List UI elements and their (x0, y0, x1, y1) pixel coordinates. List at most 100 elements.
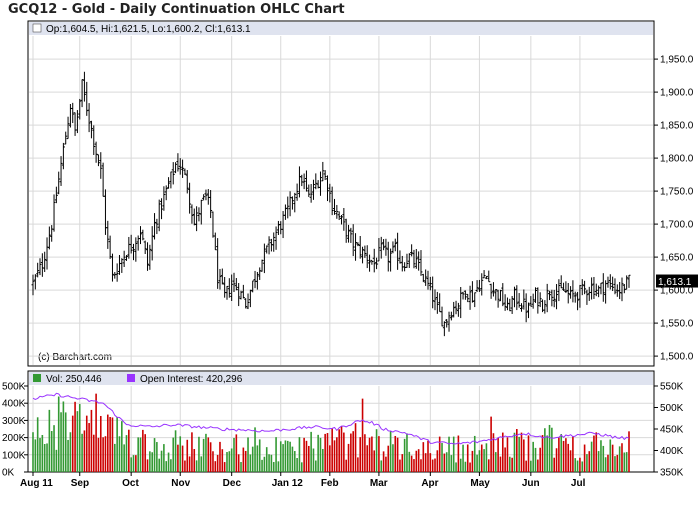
ohlc-bar (496, 289, 500, 308)
ohlc-bar (370, 259, 374, 265)
volume-bar (167, 452, 170, 472)
ohlc-bar (363, 245, 367, 258)
ohlc-bar (150, 226, 154, 261)
volume-bar (226, 452, 228, 472)
volume-bar (509, 456, 511, 472)
x-tick-label: Jul (571, 478, 586, 489)
ohlc-bar (393, 238, 397, 252)
volume-bar (247, 437, 249, 472)
volume-bar (478, 450, 481, 472)
ohlc-bar (510, 295, 514, 314)
volume-bar (39, 438, 41, 472)
volume-bar (272, 462, 275, 472)
volume-bar (494, 452, 497, 472)
ohlc-bar (473, 292, 477, 308)
volume-bar (562, 440, 565, 472)
volume-bar (55, 449, 58, 472)
volume-bar (237, 454, 240, 472)
volume-bar (520, 432, 523, 472)
ohlc-bar (585, 289, 589, 305)
volume-bar (499, 456, 502, 472)
ohlc-bar (227, 278, 231, 298)
volume-bar (504, 447, 506, 472)
volume-bar (616, 454, 619, 472)
ohlc-bar (515, 285, 519, 311)
volume-bar (333, 440, 336, 472)
ohlc-bar (482, 270, 486, 279)
volume-bar (319, 437, 322, 472)
ohlc-bar (431, 276, 435, 309)
volume-bar (434, 458, 436, 472)
volume-bar (466, 444, 469, 472)
volume-bar (85, 415, 88, 472)
volume-bar (193, 449, 196, 472)
volume-bar (244, 450, 247, 472)
volume-bar (191, 432, 193, 472)
ohlc-bar (311, 179, 315, 200)
volume-bar (235, 434, 238, 472)
volume-bar (621, 443, 623, 472)
volume-bar (60, 412, 62, 472)
volume-bar (160, 450, 163, 472)
ohlc-bar (325, 175, 329, 202)
ohlc-bar (318, 171, 322, 196)
volume-bar (602, 445, 605, 472)
volume-bar (179, 436, 182, 472)
ohlc-bar (59, 156, 63, 186)
volume-bar (102, 437, 104, 472)
ohlc-bar (199, 199, 203, 225)
volume-bar (132, 455, 135, 472)
volume-bar (256, 445, 259, 472)
ohlc-bar (594, 283, 598, 297)
volume-bar (392, 444, 394, 472)
ohlc-bar (354, 233, 358, 261)
volume-bar (221, 449, 224, 472)
volume-bar (64, 412, 67, 472)
ohlc-bar (351, 224, 355, 257)
volume-bar (555, 448, 558, 472)
ohlc-bar (421, 273, 425, 283)
ohlc-bar (96, 154, 100, 167)
volume-bar (205, 433, 207, 472)
ohlc-bar (176, 153, 180, 172)
volume-bar (76, 411, 79, 472)
volume-bar (595, 432, 598, 472)
volume-bar (137, 437, 139, 472)
volume-bar (553, 457, 556, 472)
volume-bar (32, 432, 34, 472)
ohlc-bar (195, 206, 199, 232)
ohlc-bar (590, 277, 594, 300)
price-header-band (29, 22, 653, 35)
ohlc-bar (314, 173, 318, 190)
volume-bar (74, 401, 76, 472)
volume-bar (268, 454, 270, 472)
ohlc-bar (405, 253, 409, 268)
ohlc-bar (361, 246, 365, 264)
ohlc-bar (33, 274, 37, 290)
volume-bar (597, 451, 600, 472)
ohlc-bar (64, 131, 68, 145)
x-tick-label: Oct (122, 478, 139, 489)
ohlc-bar (391, 241, 395, 254)
ohlc-bar (379, 236, 383, 259)
oi-legend-swatch (127, 374, 135, 382)
price-y-tick-label: 1,750.0 (660, 187, 694, 198)
volume-bar (88, 423, 90, 472)
x-tick-label: Jan 12 (272, 478, 304, 489)
volume-bar (284, 440, 287, 472)
ohlc-bar (323, 170, 327, 181)
oi-right-axis: 350K 400K 450K 500K 550K (654, 382, 684, 479)
volume-bar (291, 446, 294, 472)
ohlc-bar (148, 244, 152, 270)
ohlc-bar (209, 190, 213, 219)
ohlc-bar (232, 272, 236, 293)
ohlc-bar (557, 279, 561, 302)
volume-bar (53, 425, 55, 472)
volume-bar (436, 450, 439, 472)
volume-bar (567, 443, 570, 472)
ohlc-bar (71, 102, 75, 124)
volume-bar (174, 430, 177, 472)
volume-bar (593, 435, 595, 472)
ohlc-bar (157, 199, 161, 232)
ohlc-bar (522, 289, 526, 310)
